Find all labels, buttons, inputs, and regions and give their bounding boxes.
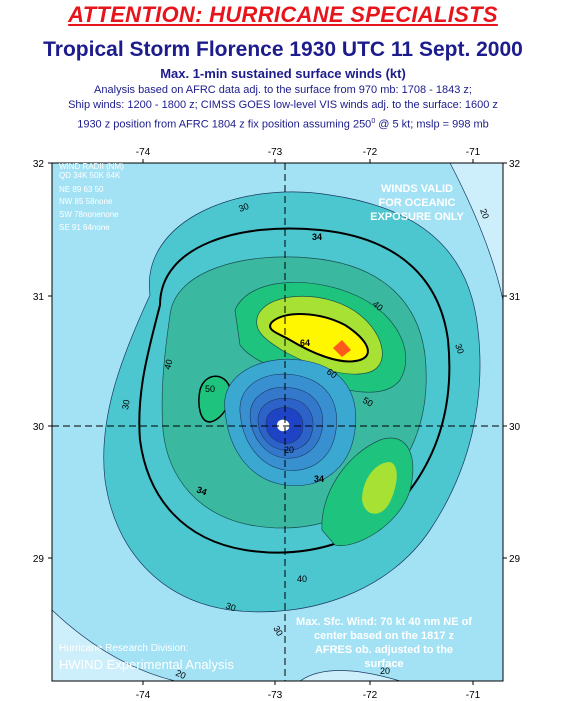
ship-winds-note: Ship winds: 1200 - 1800 z; CIMSS GOES lo…	[68, 99, 498, 111]
validity-note: WINDS VALID FOR OCEANIC EXPOSURE ONLY	[370, 183, 464, 223]
lat-label-left-1: 32	[33, 159, 45, 170]
validity-line: WINDS VALID	[381, 183, 453, 195]
contour-label-20: 20	[478, 207, 491, 220]
contour-label-20: 20	[284, 445, 294, 455]
contour-label-30: 30	[224, 600, 237, 613]
max-wind-line: center based on the 1817 z	[314, 630, 454, 642]
map-frame	[51, 162, 504, 682]
contour-label-30: 30	[237, 201, 250, 214]
lon-label-top-1: -74	[136, 147, 151, 158]
band-under-20-sw	[52, 610, 175, 681]
lat-label-left-4: 29	[33, 554, 45, 565]
band-under-20-s	[300, 670, 400, 681]
max-wind-line: Max. Sfc. Wind: 70 kt 40 nm NE of	[296, 616, 472, 628]
max-wind-line: surface	[364, 658, 403, 670]
position-note-text: 1930 z position from AFRC 1804 z fix pos…	[77, 118, 372, 131]
contour-label-34: 34	[314, 474, 324, 484]
contour-label-30: 30	[453, 342, 466, 355]
tick-marks	[48, 159, 507, 685]
contour-label-20: 20	[380, 666, 390, 676]
contour-label-40: 40	[297, 574, 307, 584]
contour-20-s	[299, 670, 401, 681]
max-wind-note: Max. Sfc. Wind: 70 kt 40 nm NE of center…	[296, 616, 472, 670]
lat-label-left-3: 30	[33, 422, 45, 433]
lon-label-top-4: -71	[466, 147, 481, 158]
contour-label-34: 34	[195, 484, 208, 497]
wind-radii-row-ne: NE 89 63 50	[59, 185, 104, 194]
lon-label-bottom-4: -71	[466, 690, 481, 701]
wind-radii-columns: QD 34K 50K 64K	[59, 171, 121, 180]
contour-label-64: 64	[300, 338, 310, 348]
contour-label-40: 40	[162, 358, 174, 370]
contour-label-40: 40	[371, 299, 385, 313]
contour-30-outer	[103, 191, 481, 613]
subtitle: Max. 1-min sustained surface winds (kt)	[160, 66, 406, 81]
contour-label-30: 30	[271, 624, 285, 638]
validity-line: FOR OCEANIC	[379, 197, 456, 209]
lon-label-bottom-2: -73	[268, 690, 283, 701]
position-note-tail: @ 5 kt; mslp = 998 mb	[375, 118, 489, 131]
wind-radii-row-nw: NW 85 58none	[59, 197, 113, 206]
contour-label-50: 50	[361, 395, 375, 409]
contour-label-50: 50	[205, 384, 215, 394]
credit-line-2: HWIND Experimental Analysis	[59, 657, 234, 672]
analysis-note: Analysis based on AFRC data adj. to the …	[94, 84, 472, 96]
lon-label-top-2: -73	[268, 147, 283, 158]
max-wind-line: AFRES ob. adjusted to the	[315, 644, 453, 656]
wind-map: -74 -73 -72 -71 -74 -73 -72 -71 32 31 30…	[33, 147, 521, 701]
degree-superscript: 0	[371, 118, 376, 125]
credit-line-1: Hurricane Research Division:	[59, 643, 189, 654]
eye-center	[277, 419, 290, 432]
contour-label-60: 60	[325, 366, 339, 380]
band-60-se	[362, 462, 397, 514]
wind-radii-row-se: SE 91 64none	[59, 223, 110, 232]
wind-radii-title: WIND RADII (NM)	[59, 162, 124, 171]
lat-label-left-2: 31	[33, 292, 45, 303]
contour-label-30: 30	[120, 399, 132, 411]
lon-label-top-3: -72	[363, 147, 378, 158]
contour-label-20: 20	[174, 668, 187, 681]
lat-label-right-1: 32	[509, 159, 521, 170]
lon-label-bottom-3: -72	[363, 690, 378, 701]
lat-label-right-4: 29	[509, 554, 521, 565]
max-wind-spot	[333, 340, 351, 357]
lat-label-right-3: 30	[509, 422, 521, 433]
wind-radii-table: WIND RADII (NM) QD 34K 50K 64K NE 89 63 …	[59, 162, 124, 232]
lat-label-right-2: 31	[509, 292, 521, 303]
lon-label-bottom-1: -74	[136, 690, 151, 701]
position-note: 1930 z position from AFRC 1804 z fix pos…	[0, 118, 566, 131]
contour-20-sw	[52, 609, 176, 681]
wind-radii-row-sw: SW 78nonenone	[59, 210, 119, 219]
attention-heading: ATTENTION: HURRICANE SPECIALISTS	[68, 2, 498, 27]
validity-line: EXPOSURE ONLY	[370, 211, 464, 223]
contour-20-ne	[449, 163, 503, 301]
band-under-20-ne	[450, 163, 503, 300]
page-title: Tropical Storm Florence 1930 UTC 11 Sept…	[43, 38, 523, 61]
contour-label-34: 34	[312, 232, 322, 242]
